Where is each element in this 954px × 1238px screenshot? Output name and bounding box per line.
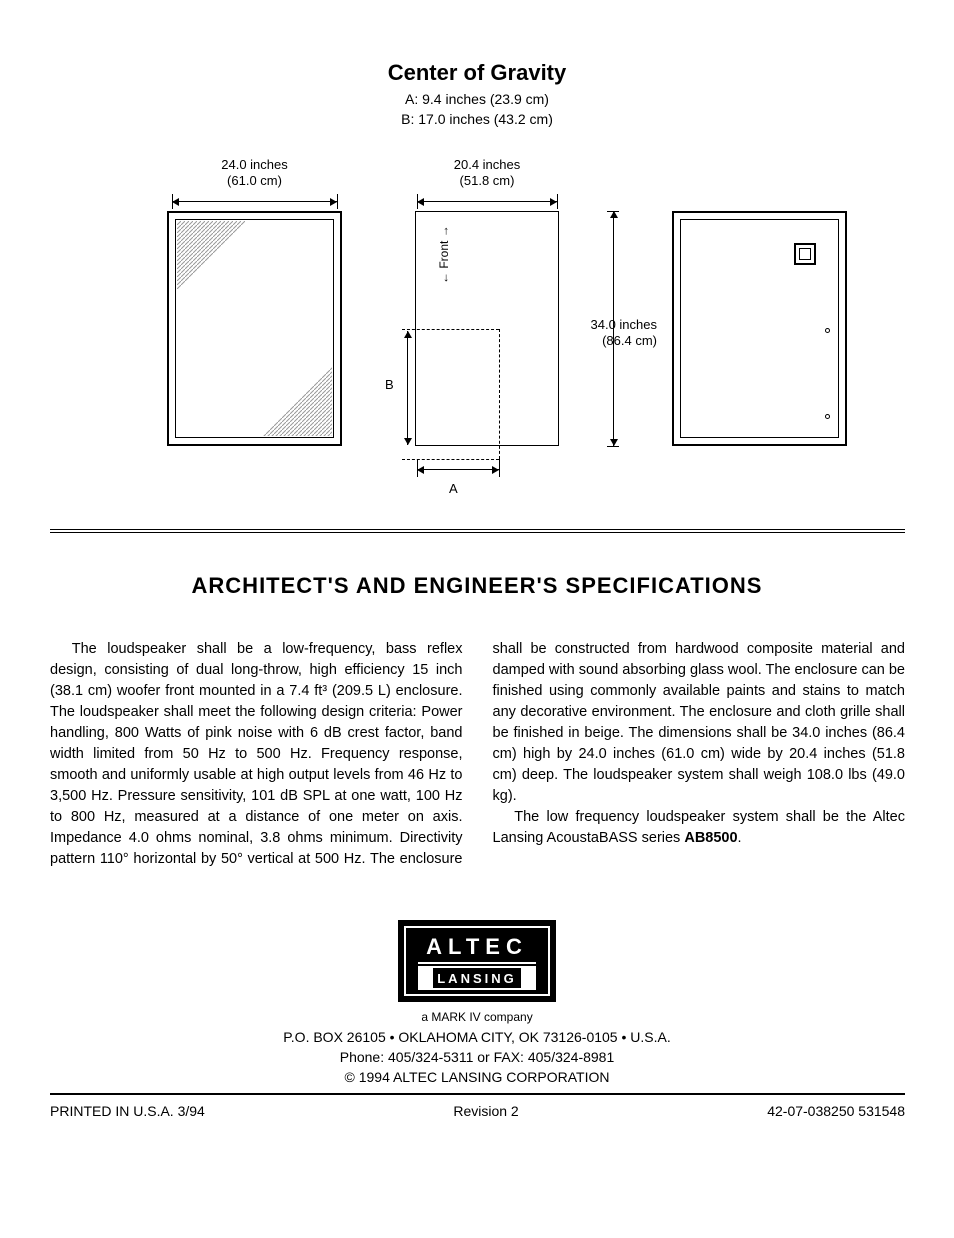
a-label: A — [449, 481, 458, 497]
footer-center: Revision 2 — [453, 1103, 518, 1119]
tick — [337, 194, 338, 209]
hatch-bottom-right — [262, 366, 332, 436]
footer-row: PRINTED IN U.S.A. 3/94 Revision 2 42-07-… — [50, 1103, 905, 1119]
dim-arrow — [172, 201, 337, 202]
tick — [557, 194, 558, 209]
tick — [499, 459, 500, 477]
b-label: B — [385, 377, 394, 393]
spec-title: ARCHITECT'S AND ENGINEER'S SPECIFICATION… — [50, 573, 904, 599]
connector-plate — [794, 243, 816, 265]
hatch-top-left — [177, 221, 247, 291]
footer-divider — [50, 1093, 905, 1095]
footer-right: 42-07-038250 531548 — [767, 1103, 905, 1119]
front-panel — [167, 211, 342, 446]
logo-bottom-text: LANSING — [433, 968, 521, 988]
cog-line-b: B: 17.0 inches (43.2 cm) — [50, 110, 904, 130]
dimension-diagram: 24.0 inches (61.0 cm) 20.4 inches (51.8 … — [77, 149, 877, 509]
depth-label: 20.4 inches (51.8 cm) — [417, 157, 557, 188]
address-line-1: P.O. BOX 26105 • OKLAHOMA CITY, OK 73126… — [50, 1028, 904, 1048]
cog-title: Center of Gravity — [50, 60, 904, 86]
footer-left: PRINTED IN U.S.A. 3/94 — [50, 1103, 205, 1119]
width-label: 24.0 inches (61.0 cm) — [172, 157, 337, 188]
dim-a-arrow — [417, 469, 499, 470]
tick — [607, 446, 619, 447]
brand-logo: ALTEC LANSING — [398, 920, 556, 1002]
front-arrow-label: ← Front → — [437, 225, 451, 284]
dashed-line — [402, 329, 499, 330]
dashed-line — [499, 329, 500, 459]
cog-header: Center of Gravity A: 9.4 inches (23.9 cm… — [50, 60, 904, 129]
section-divider — [50, 529, 905, 533]
height-label: 34.0 inches (86.4 cm) — [567, 317, 657, 348]
dim-arrow — [417, 201, 557, 202]
dim-b-arrow — [407, 331, 408, 445]
logo-top-text: ALTEC — [418, 932, 536, 964]
address-line-2: Phone: 405/324-5311 or FAX: 405/324-8981 — [50, 1048, 904, 1068]
company-tag: a MARK IV company — [50, 1010, 904, 1024]
copyright-line: © 1994 ALTEC LANSING CORPORATION — [50, 1068, 904, 1088]
spec-body: The loudspeaker shall be a low-frequency… — [50, 639, 905, 870]
rear-panel — [672, 211, 847, 446]
logo-block: ALTEC LANSING a MARK IV company P.O. BOX… — [50, 920, 904, 1087]
cog-line-a: A: 9.4 inches (23.9 cm) — [50, 90, 904, 110]
spec-para2: The low frequency loudspeaker system sha… — [493, 807, 906, 849]
